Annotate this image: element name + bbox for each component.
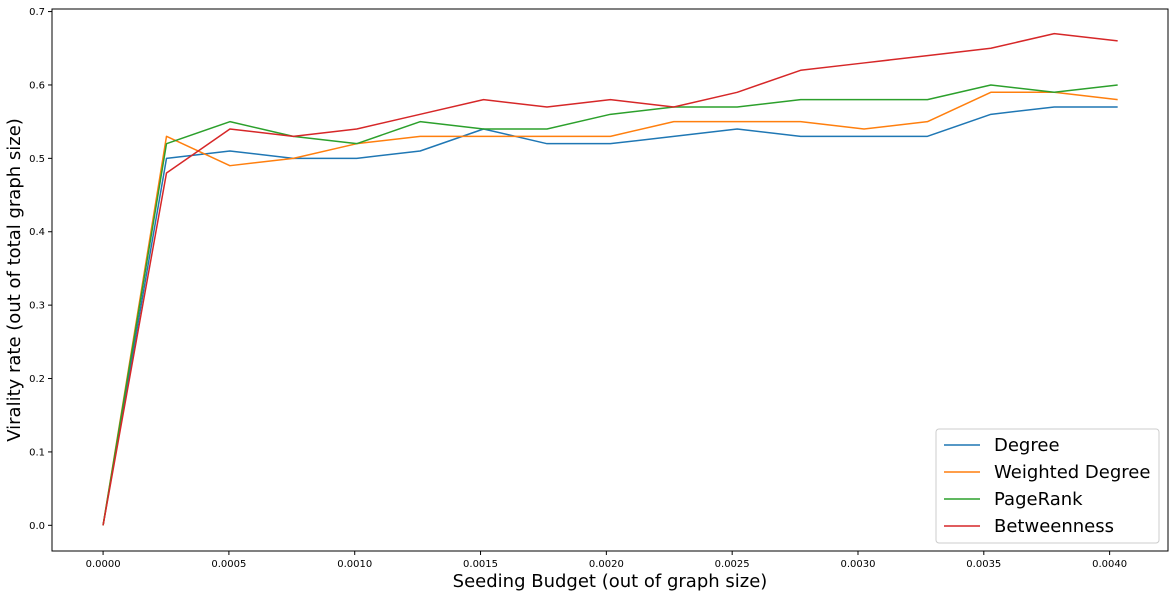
x-axis-title: Seeding Budget (out of graph size)	[453, 571, 768, 592]
x-axis: 0.0000 0.0005 0.0010 0.0015 0.0020 0.0025 0.00…	[86, 551, 1127, 570]
y-tick-label: 0.3	[29, 301, 45, 312]
legend-label-betweenness: Betweenness	[994, 516, 1114, 537]
legend: Degree Weighted Degree PageRank Betweenness	[935, 428, 1160, 544]
x-tick-label: 0.0000	[86, 559, 121, 570]
x-tick-label: 0.0005	[211, 559, 246, 570]
y-tick-label: 0.1	[29, 447, 45, 458]
y-axis: 0.0 0.1 0.2 0.3 0.4 0.5 0.6 0.7	[29, 7, 52, 532]
y-tick-label: 0.7	[29, 7, 45, 18]
y-tick-label: 0.2	[29, 374, 45, 385]
y-tick-label: 0.4	[29, 227, 45, 238]
series-line-degree	[102, 106, 1118, 526]
y-tick-label: 0.5	[29, 154, 45, 165]
legend-label-weighted-degree: Weighted Degree	[994, 462, 1150, 483]
x-tick-label: 0.0010	[337, 559, 372, 570]
legend-box	[935, 428, 1160, 544]
x-tick-label: 0.0035	[966, 559, 1001, 570]
y-axis-title: Virality rate (out of total graph size)	[4, 118, 25, 442]
series-line-pagerank	[102, 84, 1118, 526]
x-tick-label: 0.0015	[463, 559, 498, 570]
legend-label-pagerank: PageRank	[994, 489, 1083, 510]
x-tick-label: 0.0030	[840, 559, 875, 570]
series-lines	[102, 32, 1118, 526]
y-tick-label: 0.0	[29, 521, 45, 532]
plot-area-frame	[51, 8, 1169, 552]
x-tick-label: 0.0025	[715, 559, 750, 570]
legend-label-degree: Degree	[994, 435, 1060, 456]
x-tick-label: 0.0040	[1092, 559, 1127, 570]
series-line-weighted-degree	[102, 91, 1118, 526]
series-line-betweenness	[102, 32, 1118, 526]
x-tick-label: 0.0020	[589, 559, 624, 570]
y-tick-label: 0.6	[29, 80, 45, 91]
